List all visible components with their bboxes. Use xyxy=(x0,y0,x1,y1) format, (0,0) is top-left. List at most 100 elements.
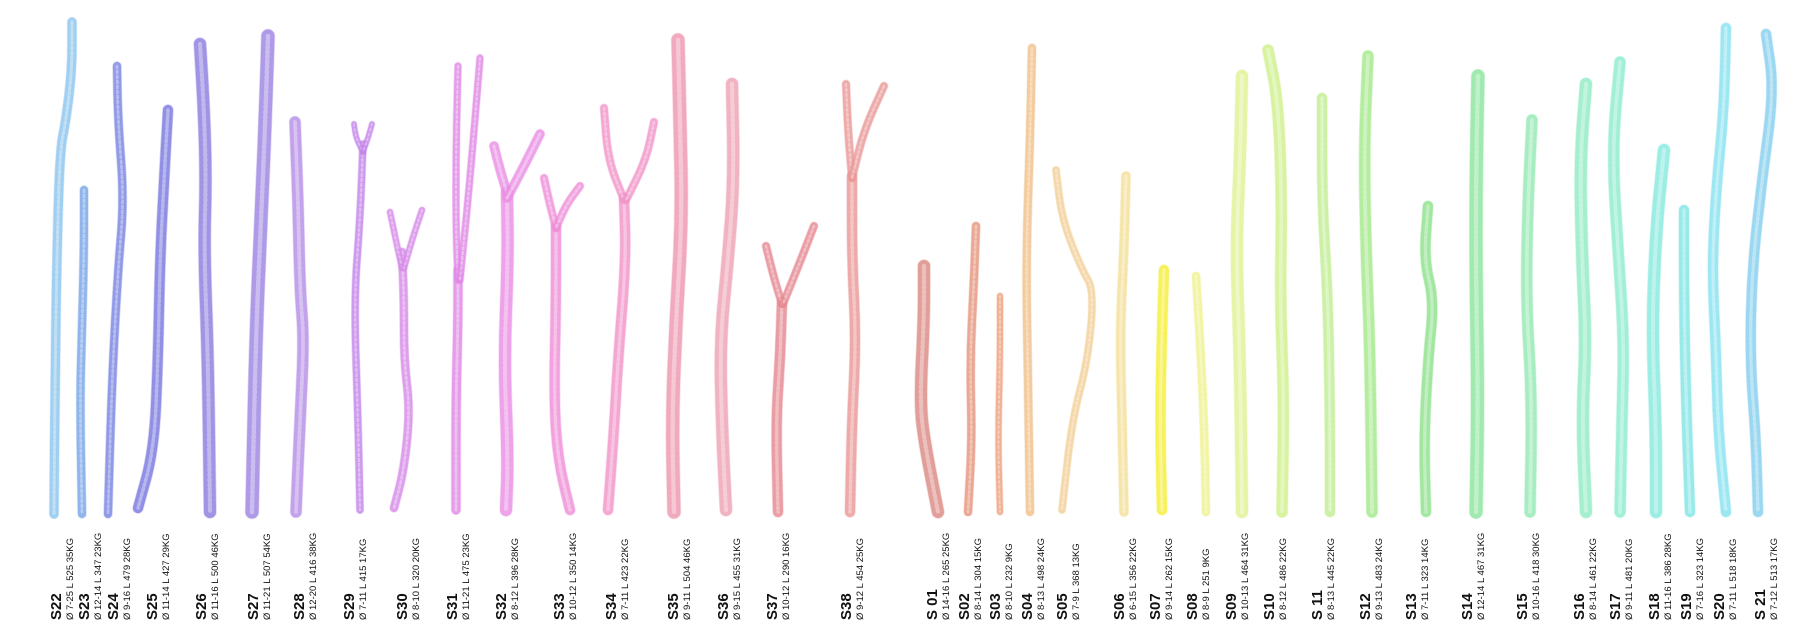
branch-fork-2-texture xyxy=(505,132,542,200)
branch-stem xyxy=(995,293,1003,515)
branch-code-label: S02 xyxy=(956,593,973,620)
branch-code-label: S31 xyxy=(444,593,461,620)
branch-fork-1 xyxy=(600,104,628,204)
branch-s34: S34 Ø 7-11 L 423 22KG xyxy=(599,103,659,620)
branch-dimensions-label: Ø 12-20 L 416 38KG xyxy=(308,533,319,620)
branch-dimensions-label: Ø 8-10 L 232 9KG xyxy=(1004,543,1015,620)
branch-s35: S35 Ø 9-11 L 504 46KG xyxy=(665,32,693,620)
branch-s09: S09 Ø 10-13 L 464 31KG xyxy=(1223,69,1251,620)
branch-stem-texture xyxy=(997,294,1002,514)
branch-code-label: S35 xyxy=(665,593,682,620)
branch-s07: S07 Ø 9-14 L 262 15KG xyxy=(1147,264,1175,620)
branch-dimensions-label: Ø 7-11 L 518 18KG xyxy=(1728,539,1739,620)
branch-stem-texture xyxy=(774,300,784,514)
branch-dimensions-label: Ø 8-13 L 445 22KG xyxy=(1326,538,1337,620)
branch-dimensions-label: Ø 10-13 L 464 31KG xyxy=(1240,533,1251,620)
branch-dimensions-label: Ø 11-16 L 386 28KG xyxy=(1663,533,1674,620)
branch-code-label: S04 xyxy=(1019,593,1036,620)
branch-s30: S30 Ø 8-10 L 320 20KG xyxy=(386,206,426,620)
branch-code-label: S12 xyxy=(1357,593,1374,620)
branch-stem xyxy=(1574,78,1592,518)
branch-stem-texture xyxy=(670,37,684,515)
branch-stem-texture xyxy=(1266,48,1286,514)
branch-stem-texture xyxy=(52,20,74,516)
branch-s05: S05 Ø 7-9 L 368 13KG xyxy=(1051,165,1097,620)
branch-s11: S 11 Ø 8-13 L 445 22KG xyxy=(1309,92,1337,620)
branch-stem xyxy=(915,260,944,518)
branch-stem xyxy=(1469,69,1485,519)
branch-stem-texture xyxy=(353,142,365,512)
branch-s04: S04 Ø 8-13 L 498 24KG xyxy=(1019,43,1047,620)
branch-code-label: S29 xyxy=(341,593,358,620)
branch-code-label: S38 xyxy=(838,593,855,620)
branch-dimensions-label: Ø 7-11 L 423 22KG xyxy=(620,539,631,620)
branch-stem xyxy=(245,29,275,519)
branch-code-label: S10 xyxy=(1261,593,1278,620)
branch-stem-texture xyxy=(392,250,410,510)
branch-stem xyxy=(1708,23,1731,517)
branch-dimensions-label: Ø 10-12 L 350 14KG xyxy=(568,533,579,620)
branch-s12: S12 Ø 9-13 L 483 24KG xyxy=(1357,49,1385,620)
branch-s20: S20 Ø 7-11 L 518 18KG xyxy=(1707,22,1739,620)
branch-stem-texture xyxy=(848,174,857,514)
branch-code-label: S37 xyxy=(764,593,781,620)
branch-dimensions-label: Ø 9-16 L 479 28KG xyxy=(122,538,133,620)
branch-fork-2 xyxy=(401,207,425,271)
branch-dimensions-label: Ø 9-15 L 455 31KG xyxy=(732,538,743,620)
branch-stem-texture xyxy=(1711,26,1728,514)
branch-dimensions-label: Ø 8-13 L 498 24KG xyxy=(1036,538,1047,620)
branch-s26: S26 Ø 11-16 L 500 46KG xyxy=(193,37,221,620)
branch-stem-texture xyxy=(1119,174,1128,514)
branch-code-label: S 11 xyxy=(1309,590,1326,620)
branch-stem xyxy=(49,17,77,519)
branch-dimensions-label: Ø 9-13 L 483 24KG xyxy=(1374,538,1385,620)
branch-stem xyxy=(1679,205,1695,517)
branch-dimensions-label: Ø 9-11 L 504 46KG xyxy=(682,539,693,620)
branch-s08: S08 Ø 8-9 L 251 9KG xyxy=(1184,271,1212,620)
branch-stem-texture xyxy=(1025,46,1034,514)
branch-stem xyxy=(1608,56,1629,518)
branch-code-label: S17 xyxy=(1607,593,1624,620)
branch-stem xyxy=(666,33,688,519)
branch-fork-2-texture xyxy=(554,184,582,230)
branch-dimensions-label: Ø 11-14 L 427 29KG xyxy=(161,533,172,620)
branch-dimensions-label: Ø 8-10 L 320 20KG xyxy=(411,538,422,620)
branch-stem xyxy=(1192,272,1210,516)
branch-stem xyxy=(194,38,216,518)
branch-stem xyxy=(499,186,514,516)
branch-fork-1-texture xyxy=(454,64,460,282)
branch-stem xyxy=(1359,50,1378,518)
branch-stem xyxy=(964,222,980,516)
branch-stem-texture xyxy=(1054,168,1094,512)
branch-stem-texture xyxy=(1234,73,1245,515)
branch-code-label: S25 xyxy=(144,593,161,620)
branch-s02: S02 Ø 8-14 L 304 15KG xyxy=(956,221,984,620)
branch-dimensions-label: Ø 7-11 L 323 14KG xyxy=(1420,539,1431,620)
branch-fork-1-texture xyxy=(542,176,558,230)
branch-code-label: S20 xyxy=(1711,593,1728,620)
branch-code-label: S34 xyxy=(603,593,620,620)
branch-dimensions-label: Ø 7-16 L 323 14KG xyxy=(1695,538,1706,620)
branch-fork-1-texture xyxy=(388,210,404,270)
branch-stem xyxy=(1231,70,1248,518)
branch-stem xyxy=(1022,44,1036,516)
branch-stem xyxy=(133,105,173,513)
branch-stem xyxy=(1155,265,1169,515)
branch-fork-1-texture xyxy=(353,123,364,153)
branch-code-label: S30 xyxy=(394,593,411,620)
branch-stem-texture xyxy=(1611,60,1626,514)
branch-stem xyxy=(549,221,575,515)
branch-code-label: S33 xyxy=(551,593,568,620)
branch-stem xyxy=(603,193,631,515)
branch-stem xyxy=(714,78,740,516)
branch-dimensions-label: Ø 8-12 L 486 22KG xyxy=(1278,538,1289,620)
branch-stem-texture xyxy=(918,263,941,515)
branch-fork-1-texture xyxy=(764,244,784,306)
branch-fork-2 xyxy=(456,54,484,284)
branch-s01: S 01 Ø 14-16 L 265 25KG xyxy=(914,259,952,620)
branch-code-label: S13 xyxy=(1403,593,1420,620)
branch-stem-texture xyxy=(136,108,170,510)
branch-stem-texture xyxy=(1320,96,1332,514)
branch-fork-1-texture xyxy=(844,82,854,180)
